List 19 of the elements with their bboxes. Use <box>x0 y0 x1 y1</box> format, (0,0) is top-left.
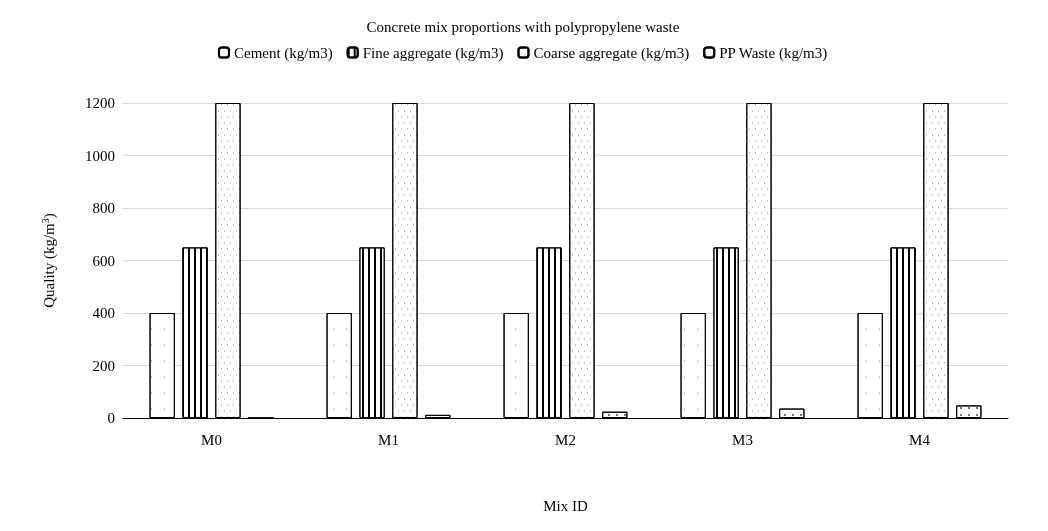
legend-label: Coarse aggregate (kg/m3) <box>533 44 690 62</box>
chart-title: Concrete mix proportions with polypropylene waste <box>366 18 680 35</box>
y-axis-title: Quality (kg/m3) <box>39 213 58 308</box>
x-tick-label: M3 <box>732 431 753 448</box>
y-tick-label: 0 <box>107 410 115 426</box>
x-tick-label: M4 <box>909 431 931 448</box>
y-tick-label: 200 <box>92 357 115 374</box>
y-tick-label: 800 <box>92 200 115 216</box>
legend-label: Fine aggregate (kg/m3) <box>362 44 504 62</box>
x-tick-label: M0 <box>201 431 222 448</box>
y-tick-label: 1200 <box>85 95 115 111</box>
legend-label: PP Waste (kg/m3) <box>719 44 828 62</box>
y-tick-label: 600 <box>92 252 115 269</box>
legend-label: Cement (kg/m3) <box>233 44 333 62</box>
x-tick-label: M1 <box>378 431 399 448</box>
y-tick-label: 400 <box>92 305 115 321</box>
y-tick-label: 1000 <box>85 147 115 164</box>
x-axis-title: Mix ID <box>543 497 588 514</box>
x-tick-label: M2 <box>555 431 576 448</box>
